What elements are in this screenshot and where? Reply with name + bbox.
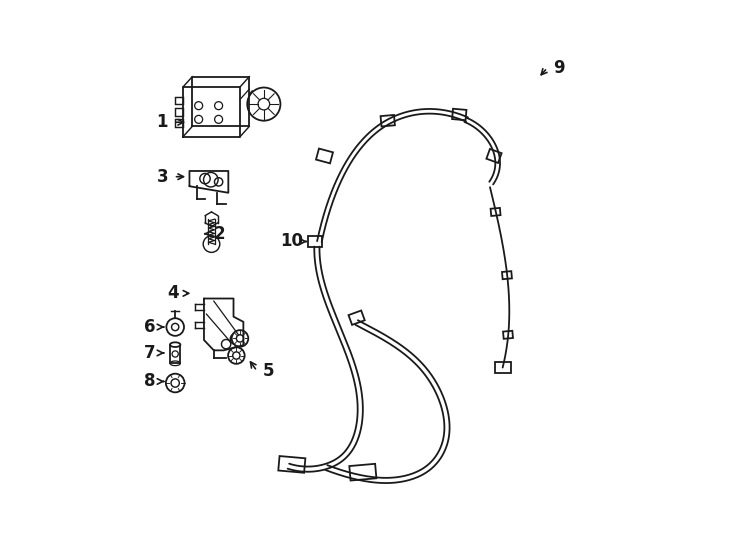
Ellipse shape [170,342,181,347]
Text: 9: 9 [553,59,564,77]
Bar [495,362,511,373]
Bar [349,310,365,325]
Text: 6: 6 [144,318,155,336]
Text: 4: 4 [167,285,178,302]
Bar [170,345,181,363]
Bar [349,464,377,481]
Bar [490,208,501,216]
Text: 2: 2 [214,225,225,242]
Bar [452,109,466,120]
Text: 10: 10 [280,233,303,251]
Text: 7: 7 [143,344,155,362]
Bar [380,115,395,126]
Text: 5: 5 [263,362,275,380]
Circle shape [166,374,184,393]
Bar [503,331,513,339]
Text: 3: 3 [156,168,168,186]
Circle shape [228,347,244,364]
Bar [308,237,322,247]
Circle shape [247,87,280,121]
Text: 1: 1 [156,113,168,131]
Bar [278,456,305,472]
Circle shape [167,318,184,336]
Bar [487,149,501,163]
Bar [175,119,183,127]
Bar [175,97,183,104]
Bar [502,271,512,279]
Bar [175,108,183,116]
Bar [316,148,333,163]
Circle shape [232,330,248,347]
Text: 8: 8 [144,373,155,390]
